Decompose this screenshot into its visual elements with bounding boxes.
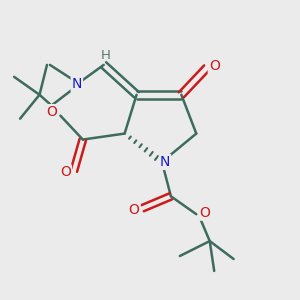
- Text: N: N: [160, 155, 170, 169]
- Text: O: O: [209, 59, 220, 74]
- Text: O: O: [129, 203, 140, 217]
- Text: H: H: [100, 49, 110, 62]
- Text: O: O: [46, 105, 58, 119]
- Text: O: O: [60, 165, 71, 179]
- Text: N: N: [72, 77, 82, 91]
- Text: O: O: [199, 206, 210, 220]
